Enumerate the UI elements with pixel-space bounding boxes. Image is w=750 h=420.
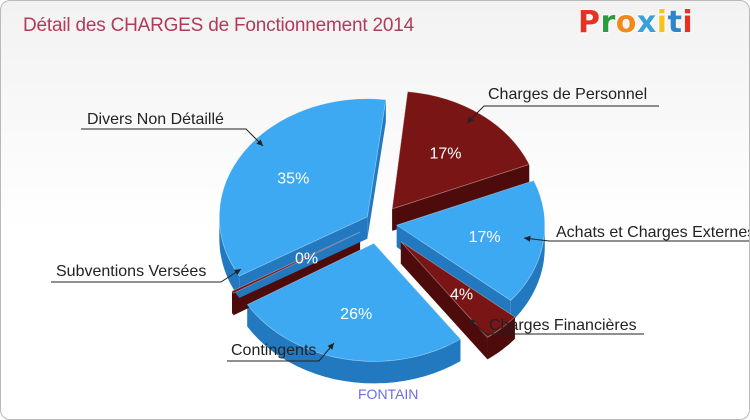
slice-percent: 17% (469, 229, 501, 246)
slice-percent: 26% (340, 306, 372, 323)
pie-leader-lines (51, 105, 749, 362)
leader-line (523, 237, 749, 242)
pie-slice[interactable] (395, 180, 546, 301)
slice-label: Charges Financières (489, 317, 637, 334)
slice-side (219, 216, 240, 298)
chart-title: Détail des CHARGES de Fonctionnement 201… (23, 15, 415, 36)
pie-slice[interactable] (391, 91, 530, 210)
slice-label: Contingents (231, 342, 316, 359)
leader-arrow (524, 235, 531, 242)
slice-wall (400, 241, 488, 360)
pie-slice[interactable] (400, 241, 516, 338)
logo-letter: x (636, 5, 657, 40)
logo-letter: i (656, 5, 668, 40)
leader-line (227, 342, 335, 362)
slice-label: Achats et Charges Externes (556, 224, 749, 241)
logo-letter: t (667, 5, 683, 40)
pie-slice-labels: Charges de Personnel Achats et Charges Ex… (56, 86, 749, 359)
slice-percent: 17% (429, 145, 461, 162)
leader-arrow (327, 343, 334, 350)
commune-name: FONTAIN (358, 386, 419, 402)
leader-line (51, 268, 242, 283)
leader-arrow (469, 319, 476, 326)
slice-wall (392, 164, 530, 231)
slice-label: Charges de Personnel (488, 86, 647, 103)
logo-letter: i (682, 5, 694, 40)
pie-percent-labels: 17% 17% 4% 26% 0% 35% (277, 145, 500, 322)
slice-percent: 4% (450, 286, 473, 303)
leader-line (468, 318, 644, 335)
slice-percent: 35% (277, 171, 309, 188)
slice-label: Divers Non Détaillé (87, 111, 224, 128)
slice-side (510, 225, 545, 323)
slice-label: Subventions Versées (56, 263, 206, 280)
leader-arrow (256, 139, 263, 146)
leader-arrow (467, 116, 474, 123)
slice-wall (239, 216, 368, 298)
leader-arrow (234, 269, 241, 275)
leader-line (81, 128, 264, 147)
logo-letter: r (600, 5, 616, 40)
leader-line (466, 105, 659, 124)
slice-wall (367, 99, 386, 239)
logo-letter: o (615, 5, 637, 40)
pie-slice[interactable] (246, 242, 462, 362)
slice-percent: 0% (295, 250, 318, 267)
slice-side (247, 304, 461, 384)
proxiti-logo[interactable]: Proxiti (578, 5, 693, 40)
logo-letter: P (578, 5, 601, 40)
pie-slice[interactable] (231, 231, 361, 294)
